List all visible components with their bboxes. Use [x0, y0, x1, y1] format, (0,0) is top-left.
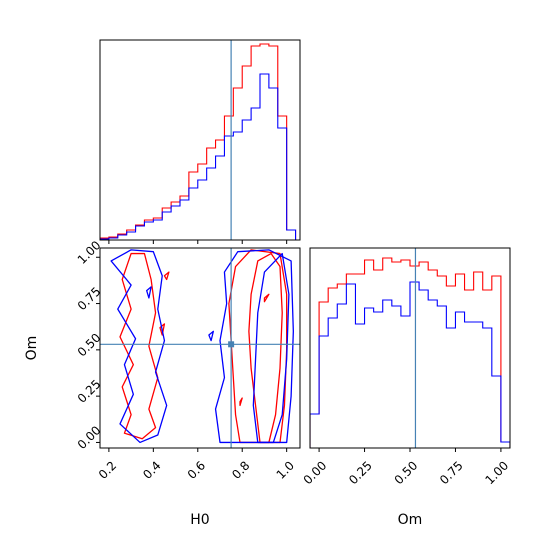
contour-series-2-level-1	[252, 252, 290, 444]
x-tick-label: 0.2	[96, 458, 119, 481]
contour-group	[100, 248, 300, 448]
histogram-series-1	[100, 43, 297, 240]
histogram-series-1	[310, 257, 510, 448]
x-tick-label: 0.8	[229, 458, 252, 481]
panel-frame	[309, 247, 511, 449]
x-tick-label: 1.00	[482, 458, 511, 487]
y-axis-label-om: Om	[24, 336, 40, 361]
x-axis-label-h0: H0	[190, 512, 209, 528]
panel-frame	[99, 39, 301, 241]
x-tick-label: 0.4	[140, 458, 163, 481]
contour-series-1-level-6	[263, 293, 270, 303]
histogram-group	[100, 40, 297, 240]
contour-series-1-level-5	[159, 323, 166, 336]
histogram-series-2	[310, 281, 510, 448]
panel-frame	[99, 247, 301, 449]
contour-series-1-level-3	[119, 252, 159, 440]
contour-series-1-level-2	[228, 249, 288, 444]
y-tick-label: 1.00	[75, 238, 104, 267]
histogram-series-2	[100, 73, 297, 240]
contour-series-2-level-4	[208, 330, 214, 342]
histogram-group	[310, 248, 510, 448]
contour-series-2-level-3	[110, 249, 168, 444]
y-tick-label: 0.75	[75, 284, 104, 313]
x-tick-label: 0.25	[346, 458, 375, 487]
x-axis-label-om: Om	[398, 512, 423, 528]
truth-marker	[228, 341, 235, 348]
contour-series-1-level-4	[163, 271, 170, 281]
contour-series-1-level-7	[239, 397, 243, 407]
contour-series-1-level-1	[248, 252, 283, 444]
y-tick-label: 0.00	[75, 423, 104, 452]
x-tick-label: 0.50	[392, 458, 421, 487]
x-tick-label: 1.0	[274, 458, 297, 481]
x-tick-label: 0.75	[437, 458, 466, 487]
x-tick-label: 0.6	[185, 458, 208, 481]
y-tick-label: 0.50	[75, 331, 104, 360]
contour-series-2-level-2	[214, 249, 294, 444]
x-tick-label: 0.00	[301, 458, 330, 487]
contour-series-2-level-5	[146, 286, 152, 299]
y-tick-label: 0.25	[75, 377, 104, 406]
